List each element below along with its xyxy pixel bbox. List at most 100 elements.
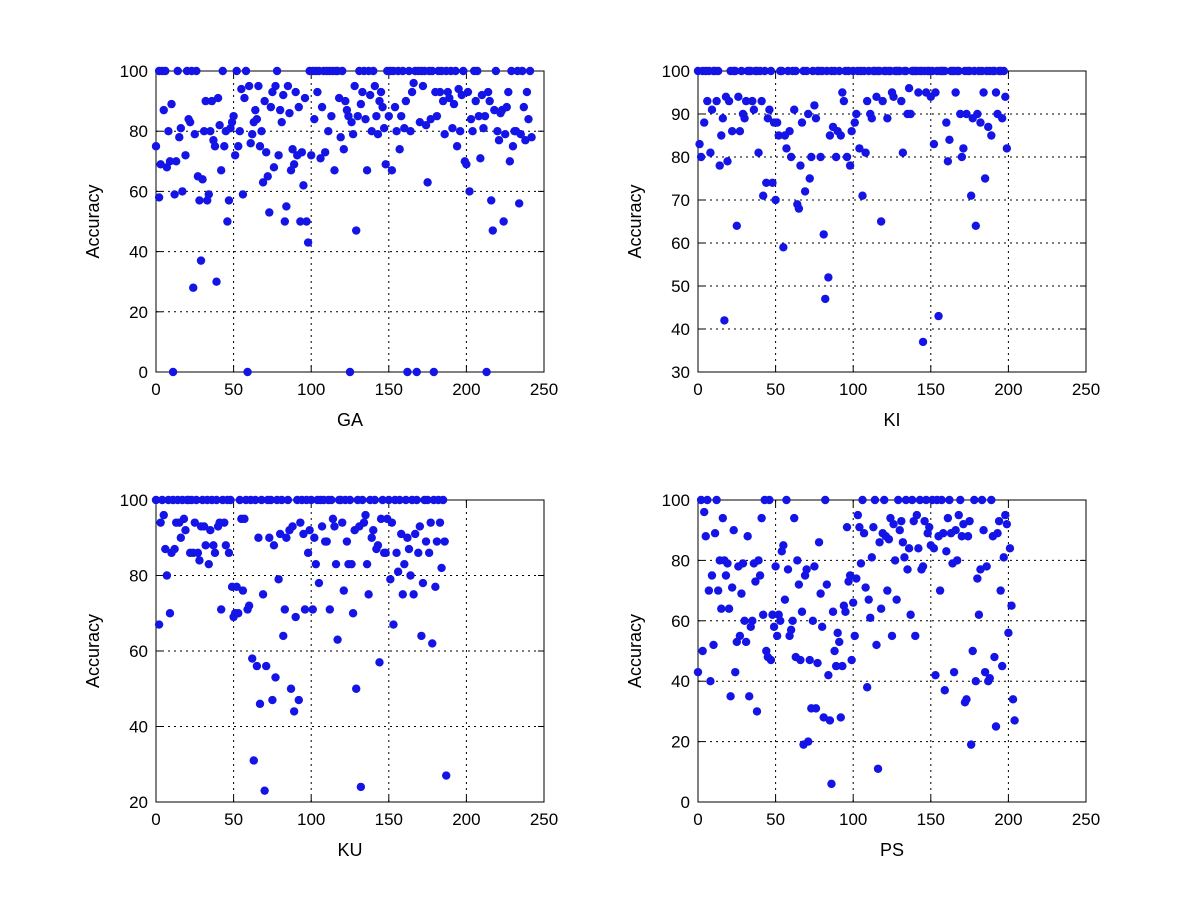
data-point <box>154 620 164 629</box>
data-point <box>819 230 828 239</box>
data-point <box>695 139 704 149</box>
data-point <box>179 514 189 524</box>
data-point <box>390 102 400 112</box>
data-point <box>850 631 859 641</box>
data-point <box>743 532 752 541</box>
data-point <box>288 522 297 531</box>
data-point <box>348 130 358 139</box>
data-point <box>482 367 491 377</box>
data-point <box>810 101 819 110</box>
data-point <box>305 526 314 535</box>
data-point <box>400 123 409 133</box>
data-point <box>965 516 974 526</box>
data-point <box>954 66 963 76</box>
data-point <box>738 559 748 568</box>
data-point <box>263 172 272 181</box>
data-point <box>980 667 990 677</box>
data-point <box>782 144 791 153</box>
data-point <box>473 66 482 76</box>
data-point <box>328 514 338 524</box>
data-point <box>915 495 925 505</box>
data-point <box>432 537 442 546</box>
data-point <box>866 613 875 622</box>
data-point <box>706 677 715 686</box>
data-point <box>198 175 207 184</box>
data-point <box>816 589 825 598</box>
data-point <box>381 548 390 558</box>
data-point <box>246 139 255 148</box>
data-point <box>190 130 199 139</box>
data-point <box>308 605 317 614</box>
data-point <box>748 96 757 106</box>
data-point <box>835 66 844 76</box>
data-point <box>210 548 220 558</box>
data-point <box>255 699 265 709</box>
data-point <box>280 605 290 614</box>
data-point <box>752 707 762 716</box>
data-point <box>763 114 773 123</box>
data-point <box>769 622 779 632</box>
data-point <box>240 93 249 103</box>
data-point <box>303 548 313 558</box>
x-tick-label: 50 <box>766 380 785 399</box>
data-point <box>973 574 982 583</box>
data-point <box>361 510 370 520</box>
data-point <box>994 516 1004 526</box>
data-point <box>786 152 796 162</box>
data-point <box>269 541 279 550</box>
chart-panel-ps: 0 50 100 150 200 250 0 20 40 60 80 100 PS Accuracy <box>625 491 1100 860</box>
data-point <box>230 151 240 160</box>
y-tick-label: 20 <box>129 303 148 322</box>
data-point <box>723 559 732 568</box>
data-point <box>803 737 813 746</box>
data-point <box>731 66 740 76</box>
data-point <box>398 590 407 599</box>
data-point <box>521 136 530 145</box>
data-point <box>254 533 263 542</box>
data-point <box>395 145 404 154</box>
data-point <box>176 533 186 542</box>
data-point <box>244 601 254 610</box>
data-point <box>939 529 948 538</box>
data-point <box>810 562 819 571</box>
data-point <box>403 533 412 542</box>
data-point <box>957 532 967 541</box>
data-point <box>518 66 527 76</box>
data-point <box>712 96 721 106</box>
data-point <box>771 562 780 571</box>
data-point <box>161 66 170 76</box>
data-point <box>466 114 476 124</box>
data-point <box>864 595 873 604</box>
data-point <box>261 148 271 157</box>
data-point <box>279 90 288 100</box>
x-tick-label: 250 <box>530 380 558 399</box>
data-point <box>867 114 877 123</box>
data-point <box>445 93 454 103</box>
data-point <box>1001 510 1010 520</box>
data-point <box>734 92 743 102</box>
x-tick-label: 0 <box>693 810 702 829</box>
data-point <box>285 108 294 118</box>
data-point <box>327 495 336 505</box>
data-point <box>990 652 999 662</box>
data-point <box>847 127 856 136</box>
data-point <box>522 87 532 97</box>
data-point <box>428 66 437 76</box>
y-tick-label: 70 <box>671 191 690 210</box>
data-point <box>754 148 763 157</box>
data-point <box>358 495 367 505</box>
data-point <box>254 81 263 91</box>
data-point <box>401 495 411 505</box>
data-point <box>951 526 960 535</box>
data-point <box>339 145 348 154</box>
data-point <box>412 367 421 377</box>
data-point <box>249 756 258 765</box>
data-point <box>724 96 734 106</box>
y-axis-label: Accuracy <box>83 614 103 688</box>
data-point <box>878 96 887 106</box>
data-point <box>768 178 777 187</box>
data-point <box>265 533 274 542</box>
data-point <box>974 610 984 619</box>
data-point <box>883 586 892 595</box>
data-point <box>855 522 864 532</box>
